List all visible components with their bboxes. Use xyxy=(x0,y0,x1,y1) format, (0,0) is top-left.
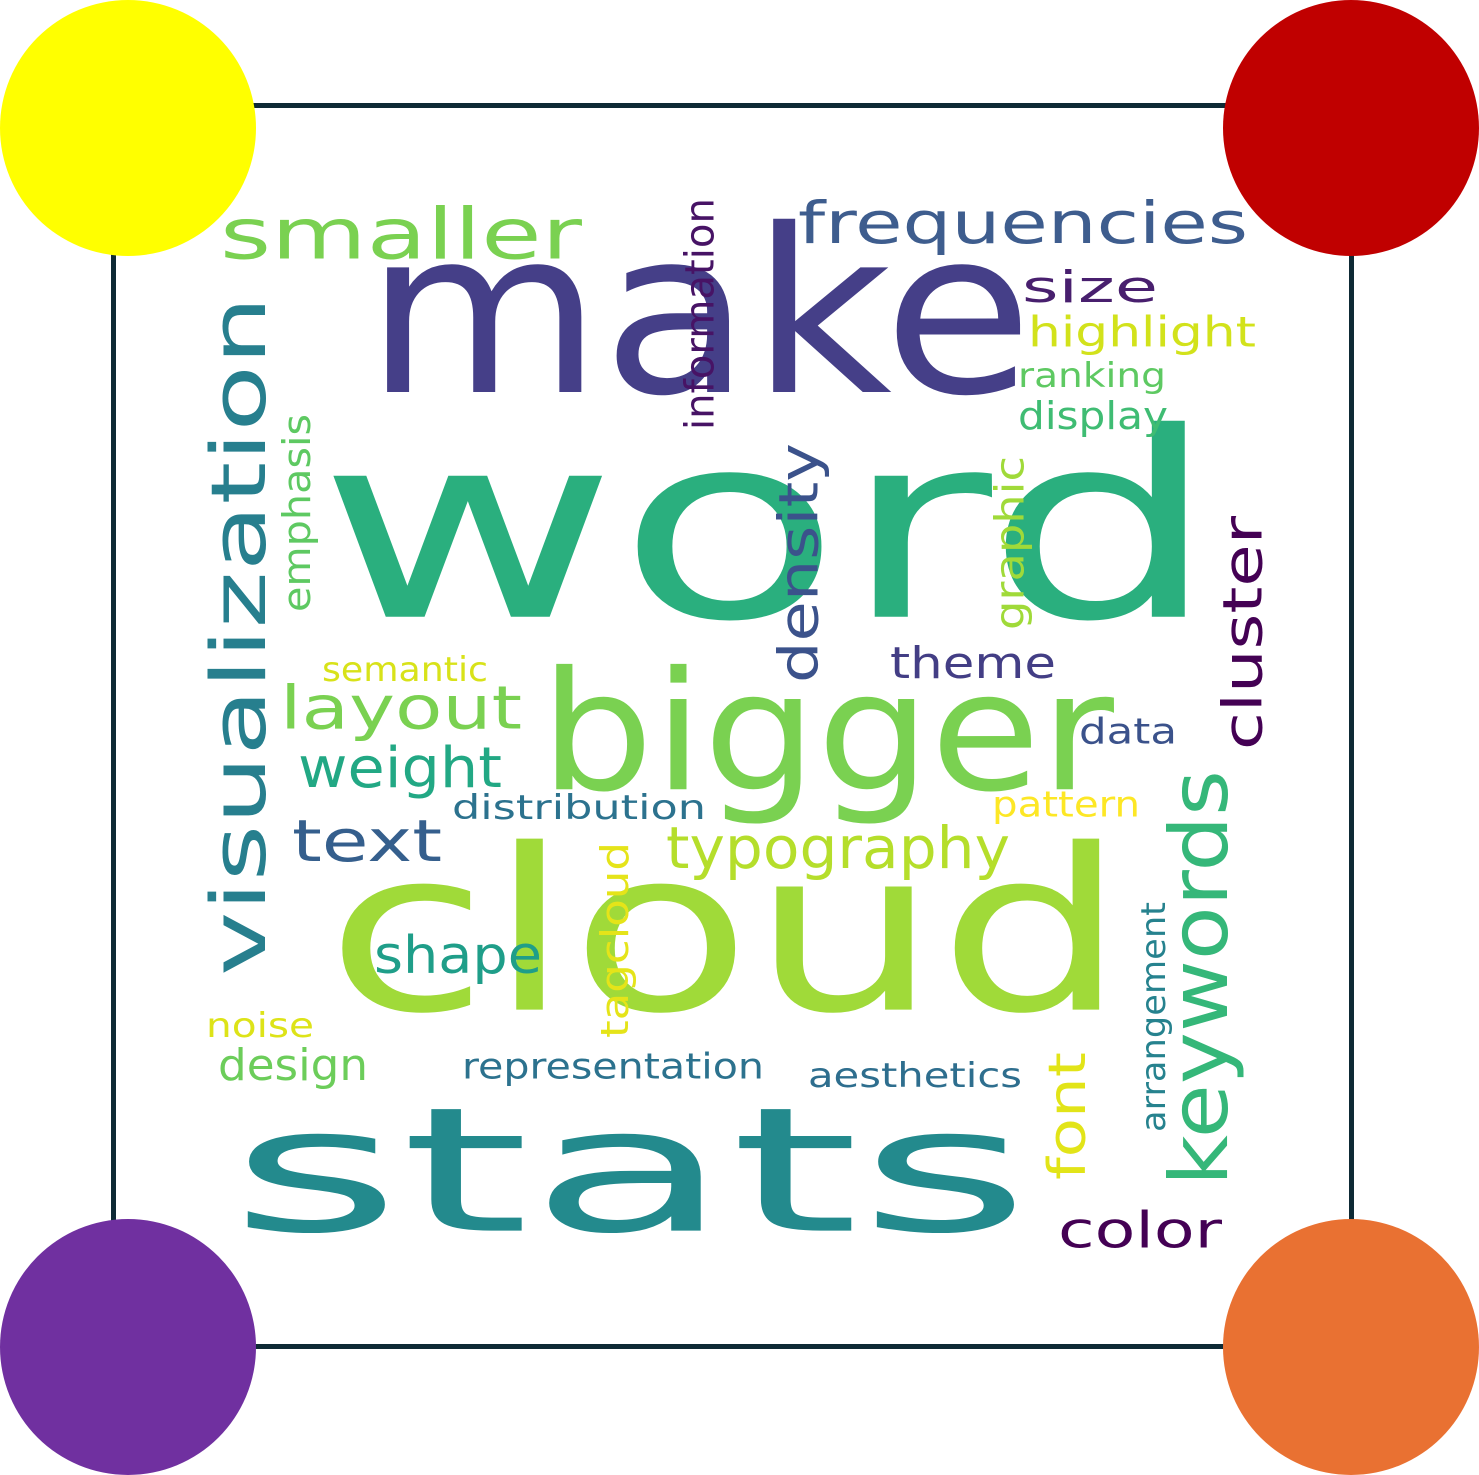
word-smaller: smaller xyxy=(220,193,582,276)
word-typography: typography xyxy=(666,815,1010,883)
corner-dot-top-left xyxy=(0,0,256,256)
corner-dot-bottom-right xyxy=(1223,1219,1479,1475)
word-semantic: semantic xyxy=(322,650,488,690)
word-information: information xyxy=(676,198,724,430)
word-design: design xyxy=(218,1039,368,1091)
word-color: color xyxy=(1058,1201,1222,1260)
word-text: text xyxy=(292,808,442,876)
word-pattern: pattern xyxy=(992,782,1140,826)
word-aesthetics: aesthetics xyxy=(808,1056,1022,1096)
word-layout: layout xyxy=(280,672,522,743)
word-shape: shape xyxy=(374,926,542,986)
corner-dot-top-right xyxy=(1223,0,1479,256)
word-arrangement: arrangement xyxy=(1134,902,1174,1132)
word-font: font xyxy=(1038,1052,1098,1180)
word-cluster: cluster xyxy=(1211,516,1275,750)
word-word: word xyxy=(318,378,1218,679)
word-noise: noise xyxy=(206,1006,314,1046)
word-graphic: graphic xyxy=(986,456,1034,630)
word-frequencies: frequencies xyxy=(798,190,1248,258)
word-display: display xyxy=(1018,394,1168,439)
word-tagcloud: tagcloud xyxy=(593,842,638,1038)
word-bigger: bigger xyxy=(540,636,1114,829)
corner-dot-bottom-left xyxy=(0,1219,256,1475)
word-emphasis: emphasis xyxy=(275,414,320,612)
word-make: make xyxy=(365,180,1033,447)
word-weight: weight xyxy=(298,735,502,801)
word-cloud-frame xyxy=(111,103,1354,1349)
word-distribution: distribution xyxy=(452,788,706,828)
word-size: size xyxy=(1022,261,1158,313)
word-highlight: highlight xyxy=(1028,308,1256,357)
word-data: data xyxy=(1079,709,1177,753)
word-density: density xyxy=(767,443,831,683)
word-visualization: visualization xyxy=(195,296,284,976)
word-cloud: cloud xyxy=(326,801,1126,1064)
word-stats: stats xyxy=(230,1070,1030,1273)
word-ranking: ranking xyxy=(1018,356,1166,396)
word-theme: theme xyxy=(890,637,1056,689)
word-representation: representation xyxy=(462,1044,764,1088)
